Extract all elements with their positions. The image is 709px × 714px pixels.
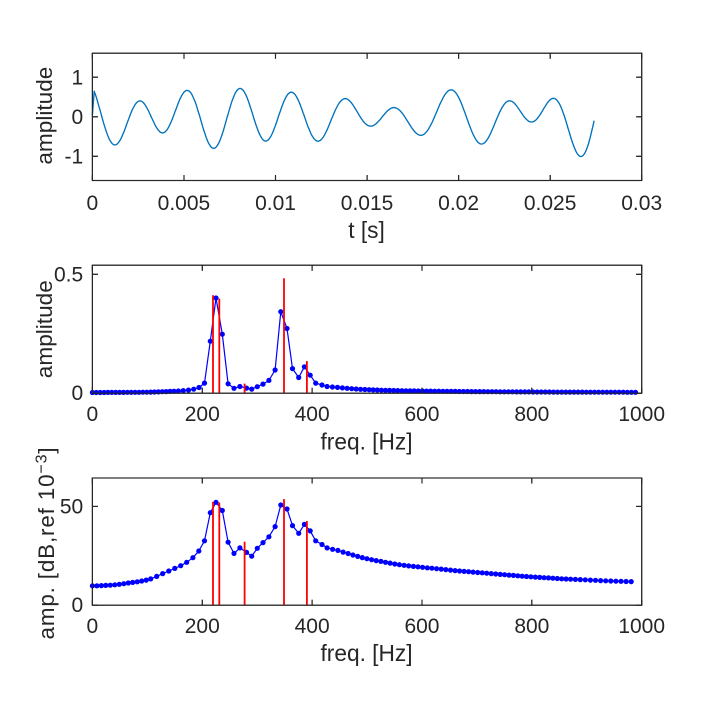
svg-text:0.015: 0.015 (341, 192, 394, 215)
svg-text:200: 200 (185, 615, 220, 638)
svg-text:600: 600 (404, 615, 439, 638)
svg-text:1: 1 (72, 66, 84, 89)
svg-text:0.5: 0.5 (54, 263, 83, 286)
svg-text:1000: 1000 (618, 403, 665, 426)
svg-text:50: 50 (60, 495, 83, 518)
svg-text:0.005: 0.005 (158, 192, 211, 215)
svg-text:0.02: 0.02 (438, 192, 479, 215)
svg-text:800: 800 (514, 403, 549, 426)
svg-text:0: 0 (87, 192, 99, 215)
svg-text:-1: -1 (65, 145, 84, 168)
svg-text:t [s]: t [s] (348, 217, 385, 243)
svg-text:amp. [dB,ref 10−3]: amp. [dB,ref 10−3] (33, 447, 59, 640)
svg-text:0: 0 (72, 594, 84, 617)
svg-text:400: 400 (295, 615, 330, 638)
svg-text:0.01: 0.01 (255, 192, 296, 215)
svg-text:freq. [Hz]: freq. [Hz] (320, 640, 412, 666)
svg-text:0.03: 0.03 (621, 192, 662, 215)
svg-text:freq. [Hz]: freq. [Hz] (320, 428, 412, 454)
svg-text:800: 800 (514, 615, 549, 638)
svg-text:1000: 1000 (618, 615, 665, 638)
svg-text:400: 400 (295, 403, 330, 426)
svg-text:0.025: 0.025 (524, 192, 577, 215)
svg-text:200: 200 (185, 403, 220, 426)
svg-text:amplitude: amplitude (32, 67, 57, 165)
svg-text:0: 0 (72, 382, 84, 405)
svg-text:amplitude: amplitude (32, 280, 57, 378)
svg-text:0: 0 (72, 106, 84, 129)
svg-text:0: 0 (87, 615, 99, 638)
svg-text:600: 600 (404, 403, 439, 426)
svg-text:0: 0 (87, 403, 99, 426)
